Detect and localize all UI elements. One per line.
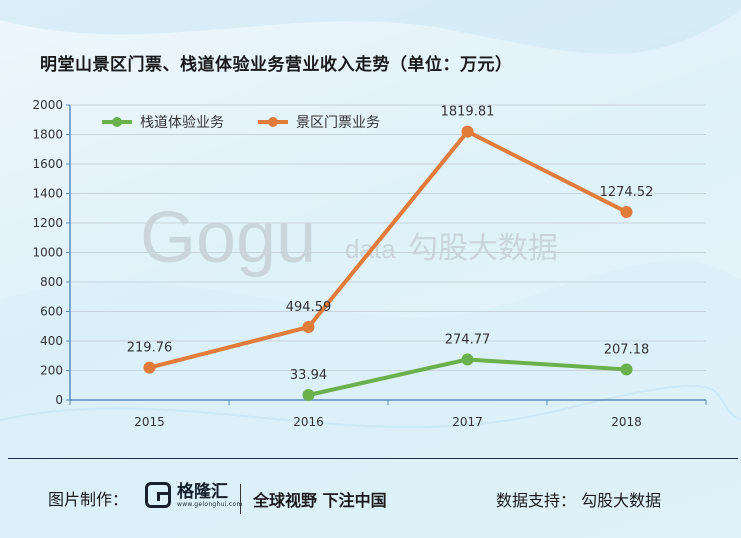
data-point	[302, 388, 315, 401]
y-tick-label: 2000	[32, 98, 63, 112]
y-tick-label: 800	[40, 275, 63, 289]
data-point	[620, 363, 633, 376]
brand-slogan: 全球视野 下注中国	[253, 491, 387, 510]
brand-name: 格隆汇	[177, 481, 228, 502]
data-support: 数据支持： 勾股大数据	[496, 491, 662, 510]
brand-url: www.gelonghui.com	[177, 500, 243, 508]
data-label: 274.77	[445, 332, 491, 347]
y-tick-label: 0	[55, 393, 63, 407]
data-label: 1274.52	[600, 185, 654, 200]
gelonghui-logo-icon	[145, 482, 171, 508]
chart-title: 明堂山景区门票、栈道体验业务营业收入走势（单位：万元）	[40, 55, 513, 75]
gelonghui-brand: 格隆汇 www.gelonghui.com	[145, 482, 243, 508]
data-point	[302, 321, 315, 334]
y-tick-label: 1800	[32, 128, 63, 142]
y-tick-label: 1400	[32, 187, 63, 201]
data-point	[461, 353, 474, 366]
x-tick-label: 2018	[611, 415, 642, 429]
footer-divider	[8, 458, 738, 459]
data-label: 494.59	[286, 300, 332, 315]
y-tick-label: 400	[40, 334, 63, 348]
x-tick-label: 2016	[293, 415, 324, 429]
data-label: 33.94	[290, 368, 327, 383]
y-tick-label: 1200	[32, 216, 63, 230]
x-tick-label: 2017	[452, 415, 483, 429]
y-tick-label: 1600	[32, 157, 63, 171]
legend-swatch-marker	[112, 117, 122, 127]
data-label: 207.18	[604, 342, 650, 357]
data-point	[461, 125, 474, 138]
y-tick-label: 1000	[32, 246, 63, 260]
data-point	[143, 361, 156, 374]
y-tick-label: 600	[40, 305, 63, 319]
credit-label: 图片制作：	[48, 490, 129, 509]
legend-swatch-marker	[268, 117, 278, 127]
data-label: 219.76	[127, 341, 173, 356]
series-line	[149, 129, 628, 370]
legend-entry-label: 景区门票业务	[296, 115, 380, 131]
data-point	[620, 206, 633, 219]
y-tick-label: 200	[40, 364, 63, 378]
legend-entry-label: 栈道体验业务	[140, 115, 224, 131]
brand-separator	[240, 484, 241, 514]
data-label: 1819.81	[441, 105, 495, 120]
x-tick-label: 2015	[134, 415, 165, 429]
